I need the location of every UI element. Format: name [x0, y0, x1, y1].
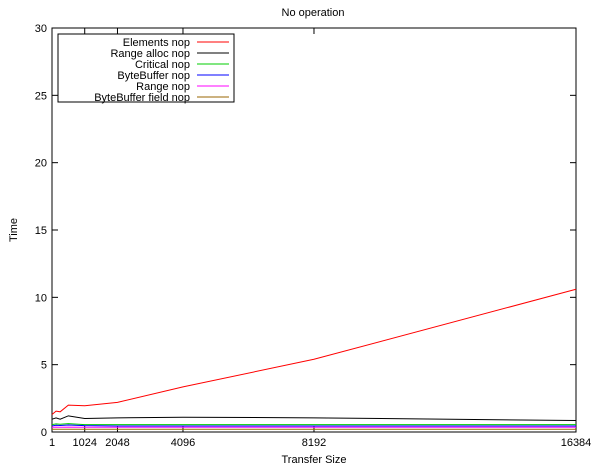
x-axis-label: Transfer Size [281, 454, 346, 466]
y-tick-label: 20 [35, 158, 47, 170]
y-tick-label: 15 [35, 225, 47, 237]
x-tick-label: 1024 [72, 437, 96, 449]
y-tick-label: 5 [41, 360, 47, 372]
y-tick-label: 10 [35, 292, 47, 304]
series-line-critical-nop [52, 424, 576, 425]
legend-label: ByteBuffer field nop [94, 92, 190, 104]
y-tick-label: 25 [35, 90, 47, 102]
x-tick-label: 8192 [302, 437, 326, 449]
chart-title: No operation [282, 7, 345, 19]
x-tick-label: 2048 [105, 437, 129, 449]
series-line-bytebuffer-nop [52, 425, 576, 426]
x-tick-label: 16384 [561, 437, 592, 449]
y-axis-label: Time [8, 218, 20, 242]
y-tick-label: 0 [41, 427, 47, 439]
x-tick-label: 1 [49, 437, 55, 449]
y-tick-label: 30 [35, 23, 47, 35]
x-tick-label: 4096 [171, 437, 195, 449]
series-line-range-alloc-nop [52, 416, 576, 421]
series-lines [52, 289, 576, 429]
series-line-elements-nop [52, 289, 576, 414]
